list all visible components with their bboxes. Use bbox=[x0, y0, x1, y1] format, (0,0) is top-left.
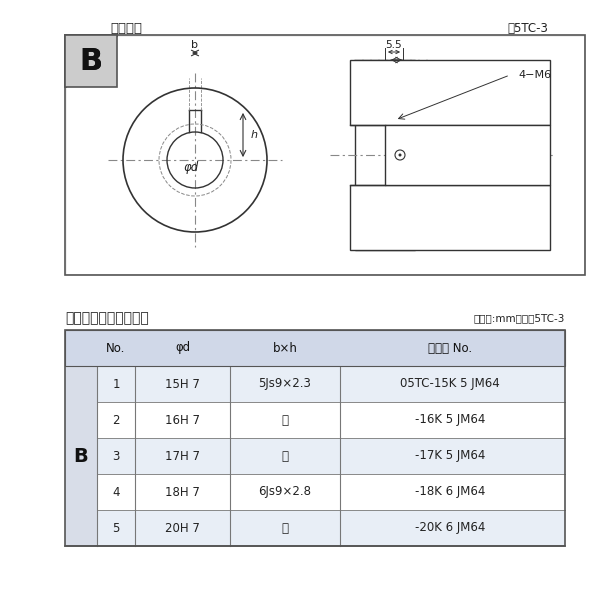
Bar bbox=[65, 35, 117, 87]
Text: 5Js9×2.3: 5Js9×2.3 bbox=[259, 377, 311, 391]
Text: -18K 6 JM64: -18K 6 JM64 bbox=[415, 485, 485, 499]
Text: -17K 5 JM64: -17K 5 JM64 bbox=[415, 449, 485, 463]
Text: 1: 1 bbox=[112, 377, 120, 391]
Bar bbox=[385, 125, 550, 185]
Bar bbox=[350, 60, 550, 125]
Text: 3: 3 bbox=[112, 449, 119, 463]
Bar bbox=[67, 37, 583, 274]
Text: 5: 5 bbox=[112, 521, 119, 535]
Text: No.: No. bbox=[106, 341, 125, 355]
Text: 軸穴形状コード一覧表: 軸穴形状コード一覧表 bbox=[65, 311, 149, 325]
Bar bbox=[65, 366, 97, 546]
Text: 16H 7: 16H 7 bbox=[165, 413, 200, 427]
Text: 〃: 〃 bbox=[281, 413, 289, 427]
Text: B: B bbox=[79, 46, 103, 76]
Text: h: h bbox=[251, 130, 258, 140]
Bar bbox=[97, 474, 565, 510]
Text: 17H 7: 17H 7 bbox=[165, 449, 200, 463]
Text: B: B bbox=[79, 46, 103, 76]
Text: -16K 5 JM64: -16K 5 JM64 bbox=[415, 413, 485, 427]
Text: -20K 6 JM64: -20K 6 JM64 bbox=[415, 521, 485, 535]
Bar bbox=[350, 185, 550, 250]
Text: 5.5: 5.5 bbox=[386, 40, 403, 50]
Text: 4: 4 bbox=[112, 485, 120, 499]
Text: 20H 7: 20H 7 bbox=[165, 521, 200, 535]
Text: b×h: b×h bbox=[272, 341, 298, 355]
Text: 6Js9×2.8: 6Js9×2.8 bbox=[259, 485, 311, 499]
Text: （単位:mm）　表5TC-3: （単位:mm） 表5TC-3 bbox=[473, 313, 565, 323]
Bar bbox=[65, 330, 565, 546]
Text: 15H 7: 15H 7 bbox=[165, 377, 200, 391]
Bar bbox=[97, 438, 565, 474]
Text: b: b bbox=[191, 40, 199, 50]
Bar bbox=[97, 366, 565, 402]
Text: B: B bbox=[74, 446, 88, 466]
Text: 05TC-15K 5 JM64: 05TC-15K 5 JM64 bbox=[400, 377, 500, 391]
Text: 4−M6: 4−M6 bbox=[518, 70, 551, 80]
Bar bbox=[65, 35, 117, 87]
Text: φd: φd bbox=[184, 161, 199, 175]
Circle shape bbox=[398, 154, 401, 157]
Text: 2: 2 bbox=[112, 413, 120, 427]
Text: 〃: 〃 bbox=[281, 521, 289, 535]
Text: φd: φd bbox=[175, 341, 190, 355]
Bar bbox=[355, 60, 415, 250]
Text: 軸穴形状: 軸穴形状 bbox=[110, 22, 142, 34]
Bar bbox=[65, 35, 585, 275]
Text: コード No.: コード No. bbox=[428, 341, 472, 355]
Text: 18H 7: 18H 7 bbox=[165, 485, 200, 499]
Bar bbox=[65, 330, 565, 366]
Bar bbox=[97, 510, 565, 546]
Text: 〃: 〃 bbox=[281, 449, 289, 463]
Text: 図5TC-3: 図5TC-3 bbox=[507, 22, 548, 34]
Bar bbox=[97, 402, 565, 438]
